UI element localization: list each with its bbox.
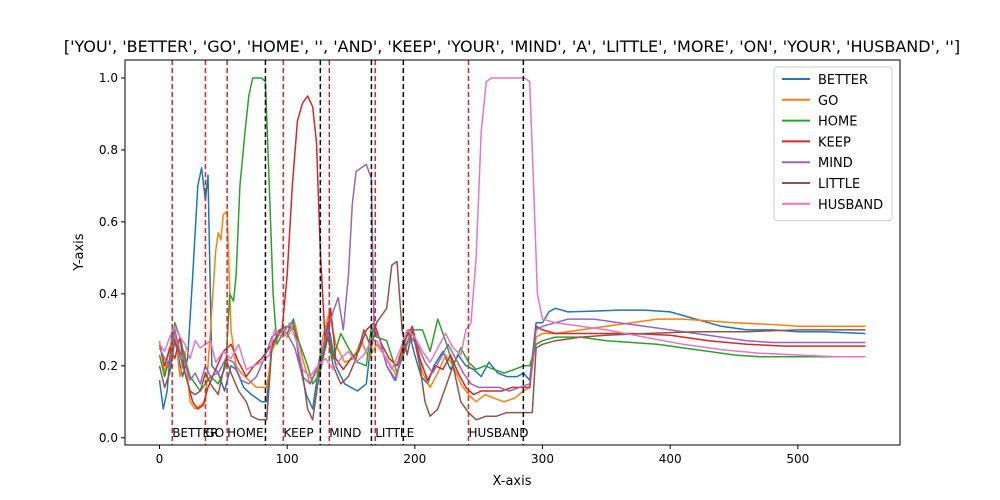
x-tick-label: 500: [786, 452, 809, 466]
word-label: HUSBAND: [468, 426, 528, 440]
word-label: MIND: [329, 426, 361, 440]
legend: BETTER GO HOME KEEP MIND LITTLE HUSBAND: [773, 66, 893, 222]
series-line-husband: [158, 77, 866, 378]
word-label: BETTER: [172, 426, 218, 440]
plot-frame: [124, 59, 901, 446]
chart-title: ['YOU', 'BETTER', 'GO', 'HOME', '', 'AND…: [64, 37, 960, 56]
legend-label: KEEP: [818, 135, 851, 150]
series-line-go: [158, 210, 866, 410]
legend-label: BETTER: [818, 73, 868, 88]
y-tick-label: 0.4: [99, 287, 118, 301]
y-tick-label: 0.2: [99, 359, 118, 373]
series-line-mind: [158, 163, 866, 392]
x-tick-label: 300: [531, 452, 554, 466]
legend-label: LITTLE: [818, 177, 860, 192]
word-label: LITTLE: [375, 426, 414, 440]
x-tick-label: 200: [403, 452, 426, 466]
legend-label: GO: [818, 94, 838, 109]
y-tick-label: 0.0: [99, 431, 118, 445]
x-tick-label: 100: [276, 452, 299, 466]
plot-area: [158, 60, 866, 445]
word-label: KEEP: [283, 426, 313, 440]
x-tick-label: 400: [659, 452, 682, 466]
legend-label: HUSBAND: [818, 198, 883, 213]
x-axis-label: X-axis: [493, 474, 532, 489]
word-label: GO: [205, 426, 224, 440]
x-tick-label: 0: [156, 452, 164, 466]
y-tick-label: 0.6: [99, 215, 118, 229]
word-label: HOME: [227, 426, 263, 440]
legend-label: HOME: [818, 115, 857, 130]
legend-label: MIND: [818, 156, 853, 171]
y-tick-label: 0.8: [99, 143, 118, 157]
y-axis-label: Y-axis: [72, 233, 87, 271]
series-line-little: [158, 260, 866, 421]
y-tick-label: 1.0: [99, 71, 118, 85]
